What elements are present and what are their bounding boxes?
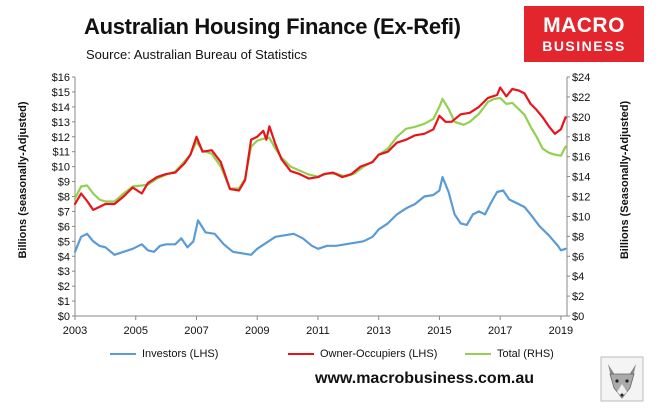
x-tick-label: 2003 [63, 325, 87, 337]
y-tick-label-right: $6 [572, 251, 584, 263]
y-tick-label-right: $2 [572, 291, 584, 303]
y-tick-label-left: $12 [52, 132, 70, 144]
fox-mascot-icon [600, 356, 644, 402]
axes [72, 76, 570, 320]
x-tick-label: 2007 [184, 325, 208, 337]
chart-title: Australian Housing Finance (Ex-Refi) [84, 14, 461, 39]
website-url: www.macrobusiness.com.au [315, 370, 535, 387]
series-line-investors [73, 176, 567, 256]
x-tick-label: 2011 [306, 325, 330, 337]
y-tick-label-right: $24 [572, 72, 590, 84]
legend-label: Owner-Occupiers (LHS) [320, 348, 438, 360]
logo-line-1: MACRO [543, 14, 625, 37]
legend-label: Investors (LHS) [142, 348, 219, 360]
x-tick-label: 2015 [427, 325, 451, 337]
x-tick-label: 2009 [245, 325, 269, 337]
chart-subtitle: Source: Australian Bureau of Statistics [86, 47, 308, 62]
y-tick-label-right: $4 [572, 271, 584, 283]
y-tick-label-left: $2 [58, 281, 70, 293]
y-tick-label-left: $8 [58, 192, 70, 204]
tick-labels: $0 $1 $2 $3 $4 $5 $6 $7 $8 $9 $10 $11 $12 $13 $14 $15 $1… [52, 72, 591, 337]
y-tick-label-left: $10 [52, 162, 70, 174]
y-axis-label-left: Billions (seasonally-Adjusted) [17, 101, 29, 259]
y-tick-label-right: $14 [572, 172, 590, 184]
series-lines [73, 86, 567, 256]
y-tick-label-left: $16 [52, 72, 70, 84]
y-tick-label-left: $4 [58, 251, 70, 263]
legend-swatch [288, 353, 314, 355]
y-tick-label-left: $11 [52, 147, 70, 159]
y-tick-label-right: $22 [572, 92, 590, 104]
y-tick-label-left: $3 [58, 266, 70, 278]
y-tick-label-right: $0 [572, 311, 584, 323]
y-tick-label-left: $1 [58, 296, 70, 308]
x-tick-label: 2013 [366, 325, 390, 337]
legend-swatch [465, 353, 491, 355]
y-tick-label-left: $9 [58, 177, 70, 189]
series-line-owner-occupiers [73, 86, 567, 211]
y-tick-label-right: $16 [572, 152, 590, 164]
y-tick-label-right: $12 [572, 192, 590, 204]
x-tick-label: 2005 [123, 325, 147, 337]
y-tick-label-left: $13 [52, 117, 70, 129]
y-tick-label-left: $15 [52, 87, 70, 99]
x-tick-label: 2019 [549, 325, 573, 337]
series-line-total [73, 96, 567, 203]
y-tick-label-left: $5 [58, 236, 70, 248]
legend-item-owner-occupiers: Owner-Occupiers (LHS) [288, 346, 437, 362]
x-tick-label: 2017 [488, 325, 512, 337]
y-tick-label-left: $7 [58, 206, 70, 218]
y-tick-label-right: $18 [572, 132, 590, 144]
y-tick-label-right: $20 [572, 112, 590, 124]
legend: Investors (LHS) Owner-Occupiers (LHS) Tota… [0, 346, 600, 362]
legend-item-investors: Investors (LHS) [110, 346, 218, 362]
macrobusiness-logo: MACRO BUSINESS [524, 6, 644, 62]
logo-line-2: BUSINESS [542, 38, 626, 54]
y-axis-label-right: Billions (Seasonally-Adjusted) [619, 100, 631, 260]
y-tick-label-left: $0 [58, 311, 70, 323]
y-tick-label-right: $8 [572, 231, 584, 243]
y-tick-label-right: $10 [572, 211, 590, 223]
y-tick-label-left: $14 [52, 102, 70, 114]
y-tick-label-left: $6 [58, 221, 70, 233]
legend-swatch [110, 353, 136, 355]
legend-item-total: Total (RHS) [465, 346, 554, 362]
legend-label: Total (RHS) [497, 348, 554, 360]
